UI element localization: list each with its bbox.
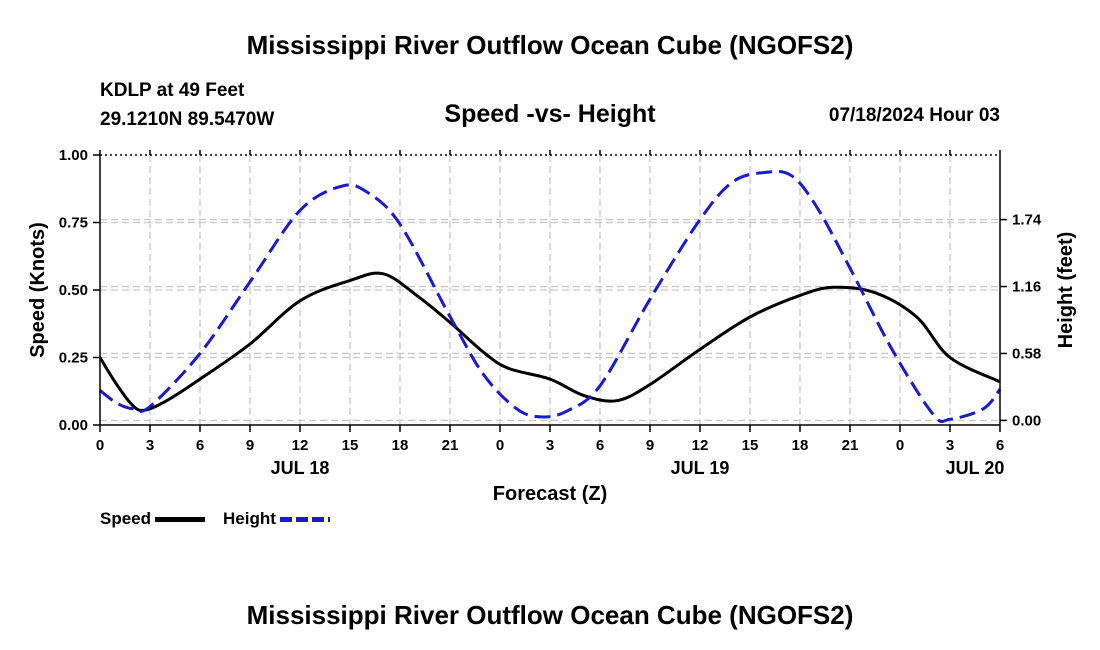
legend-speed-swatch	[155, 516, 206, 522]
x-tick-label: 3	[146, 437, 154, 454]
x-tick-label: 18	[392, 437, 409, 454]
x-tick-label: 6	[996, 437, 1004, 454]
y-tick-label: 1.00	[59, 147, 88, 164]
x-tick-label: 21	[442, 437, 459, 454]
y-tick-label: 0.00	[59, 417, 88, 434]
date-label: JUL 20	[946, 458, 1005, 478]
date-label: JUL 19	[671, 458, 730, 478]
legend-height-label: Height	[223, 509, 276, 528]
axes: 0 3 6 9 12 15 18 21 0 3 6 9 12 15 18 21 0 3 6 JUL 18 JUL 19 J…	[59, 147, 1042, 478]
date-label: JUL 18	[271, 458, 330, 478]
x-tick-label: 6	[196, 437, 204, 454]
chart-subtitle: Speed -vs- Height	[444, 100, 656, 128]
x-tick-label: 3	[546, 437, 554, 454]
y-right-tick-label: 1.16	[1012, 279, 1041, 296]
y-right-tick-label: 0.00	[1012, 412, 1041, 429]
x-tick-label: 0	[96, 437, 104, 454]
x-tick-label: 12	[292, 437, 309, 454]
legend-height-swatch	[279, 516, 330, 522]
chart-title: Mississippi River Outflow Ocean Cube (NG…	[246, 30, 854, 60]
x-tick-label: 18	[792, 437, 809, 454]
grid	[100, 155, 1000, 425]
legend: Speed Height	[100, 509, 348, 529]
height-series-line	[99, 169, 1002, 424]
x-tick-label: 9	[646, 437, 654, 454]
series	[98, 169, 1002, 424]
x-tick-label: 0	[496, 437, 504, 454]
footer-title: Mississippi River Outflow Ocean Cube (NG…	[246, 600, 854, 630]
legend-speed-label: Speed	[100, 509, 152, 528]
y-tick-label: 0.25	[59, 350, 88, 367]
y-tick-label: 0.50	[59, 282, 88, 299]
y-right-tick-label: 0.58	[1012, 345, 1041, 362]
x-tick-label: 15	[342, 437, 359, 454]
station-coordinates: 29.1210N 89.5470W	[100, 109, 275, 130]
x-tick-label: 15	[742, 437, 759, 454]
x-tick-label: 9	[246, 437, 254, 454]
station-name: KDLP at 49 Feet	[100, 80, 245, 101]
y-axis-label-right: Height (feet)	[1055, 232, 1077, 349]
forecast-timestamp: 07/18/2024 Hour 03	[828, 105, 1000, 126]
x-tick-label: 0	[896, 437, 904, 454]
speed-series-line	[98, 271, 1001, 412]
y-right-tick-label: 1.74	[1012, 212, 1042, 229]
x-axis-label: Forecast (Z)	[493, 483, 607, 505]
x-tick-label: 6	[596, 437, 604, 454]
y-tick-label: 0.75	[59, 215, 88, 232]
x-tick-label: 3	[946, 437, 954, 454]
station-info: KDLP at 49 Feet 29.1210N 89.5470W	[100, 76, 274, 134]
y-axis-label: Speed (Knots)	[27, 222, 49, 358]
x-tick-label: 21	[842, 437, 859, 454]
x-tick-label: 12	[692, 437, 709, 454]
